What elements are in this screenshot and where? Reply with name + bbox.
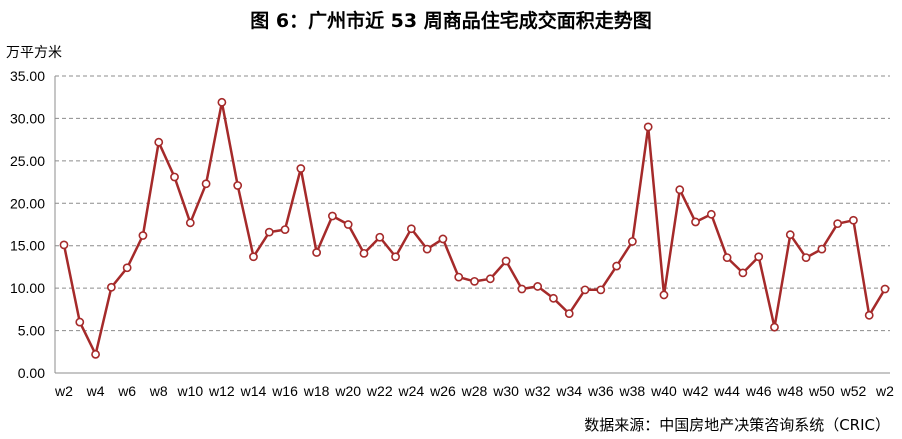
data-point (564, 309, 574, 318)
data-point (75, 317, 85, 327)
data-point (470, 276, 479, 286)
data-point (801, 253, 811, 262)
gridlines (55, 75, 890, 332)
x-tick-label: w48 (776, 383, 803, 399)
y-tick-label: 10.00 (10, 280, 45, 296)
data-point (170, 172, 179, 182)
data-point (91, 349, 100, 359)
data-point (438, 234, 448, 244)
y-tick-label: 20.00 (10, 195, 45, 211)
data-point (817, 244, 827, 254)
data-point (659, 290, 669, 300)
x-tick-label: w6 (117, 383, 136, 399)
data-point (612, 261, 621, 271)
data-point (706, 209, 716, 219)
series-line (62, 101, 887, 356)
data-point (643, 122, 653, 132)
data-point (849, 215, 858, 225)
data-point (517, 284, 527, 294)
data-point (738, 268, 748, 278)
data-point (596, 285, 606, 295)
data-point (154, 137, 164, 147)
data-point (785, 230, 795, 240)
x-tick-label: w24 (398, 383, 425, 399)
data-point (296, 164, 306, 173)
data-point (359, 248, 369, 258)
chart-title: 图 6：广州市近 53 周商品住宅成交面积走势图 (250, 10, 652, 32)
data-point (422, 244, 432, 254)
data-point (406, 224, 416, 234)
data-point (280, 225, 290, 234)
series-line-path (62, 101, 887, 356)
x-tick-label: w20 (334, 383, 361, 399)
data-point (122, 263, 132, 273)
axes (54, 76, 890, 374)
x-tick-label: w14 (240, 383, 267, 399)
data-point (501, 256, 511, 266)
x-tick-label: w34 (555, 383, 582, 399)
data-point (264, 227, 274, 237)
x-tick-label: w12 (208, 383, 235, 399)
data-point (375, 232, 385, 242)
x-tick-label: w28 (461, 383, 488, 399)
data-point (627, 237, 637, 246)
data-point (754, 252, 764, 262)
x-tick-label: w2 (875, 383, 894, 399)
x-tick-label: w44 (713, 383, 740, 399)
data-point (722, 253, 732, 262)
data-point (59, 240, 69, 250)
y-tick-label: 30.00 (10, 110, 45, 126)
series-points (59, 97, 890, 359)
data-point (533, 282, 543, 291)
data-point (880, 284, 890, 294)
data-point (201, 179, 211, 189)
x-tick-label: w50 (808, 383, 835, 399)
x-tick-label: w36 (587, 383, 614, 399)
data-point (549, 293, 558, 303)
y-tick-label: 35.00 (10, 68, 45, 84)
data-point (864, 310, 874, 320)
data-point (312, 248, 322, 257)
data-point (233, 181, 243, 190)
source-note: 数据来源：中国房地产决策咨询系统（CRIC） (584, 416, 890, 434)
x-tick-label: w38 (619, 383, 646, 399)
x-tick-labels: w2 w4 w6 w8 w10 w12 w14 w16 w18 w20 w22 w24 w26 w28 w3… (54, 383, 894, 399)
data-point (770, 322, 779, 332)
x-tick-label: w10 (176, 383, 203, 399)
data-point (391, 252, 400, 262)
x-tick-label: w8 (149, 383, 168, 399)
x-tick-label: w22 (366, 383, 393, 399)
data-point (675, 185, 685, 195)
data-point (580, 285, 590, 295)
data-point (106, 282, 116, 292)
data-point (185, 218, 195, 228)
x-tick-label: w2 (54, 383, 73, 399)
data-point (454, 272, 464, 282)
data-point (328, 211, 337, 221)
y-tick-label: 5.00 (18, 323, 45, 339)
y-tick-label: 15.00 (10, 238, 45, 254)
x-tick-label: w4 (86, 383, 105, 399)
y-axis-unit: 万平方米 (6, 45, 62, 61)
data-point (343, 220, 353, 229)
y-tick-label: 25.00 (10, 153, 45, 169)
data-point (249, 252, 258, 262)
y-tick-labels: 0.00 5.00 10.00 15.00 20.00 25.00 30.00 35.00 (10, 68, 45, 381)
x-tick-label: w18 (303, 383, 330, 399)
x-tick-label: w30 (492, 383, 519, 399)
y-tick-label: 0.00 (18, 365, 45, 381)
x-tick-label: w26 (429, 383, 456, 399)
data-point (217, 97, 227, 107)
x-tick-label: w16 (271, 383, 298, 399)
x-tick-label: w32 (524, 383, 551, 399)
x-tick-label: w46 (745, 383, 772, 399)
x-tick-label: w42 (682, 383, 709, 399)
x-tick-label: w40 (650, 383, 677, 399)
data-point (138, 231, 148, 240)
x-tick-label: w52 (840, 383, 867, 399)
data-point (485, 274, 495, 284)
data-point (691, 217, 700, 227)
data-point (833, 219, 843, 229)
